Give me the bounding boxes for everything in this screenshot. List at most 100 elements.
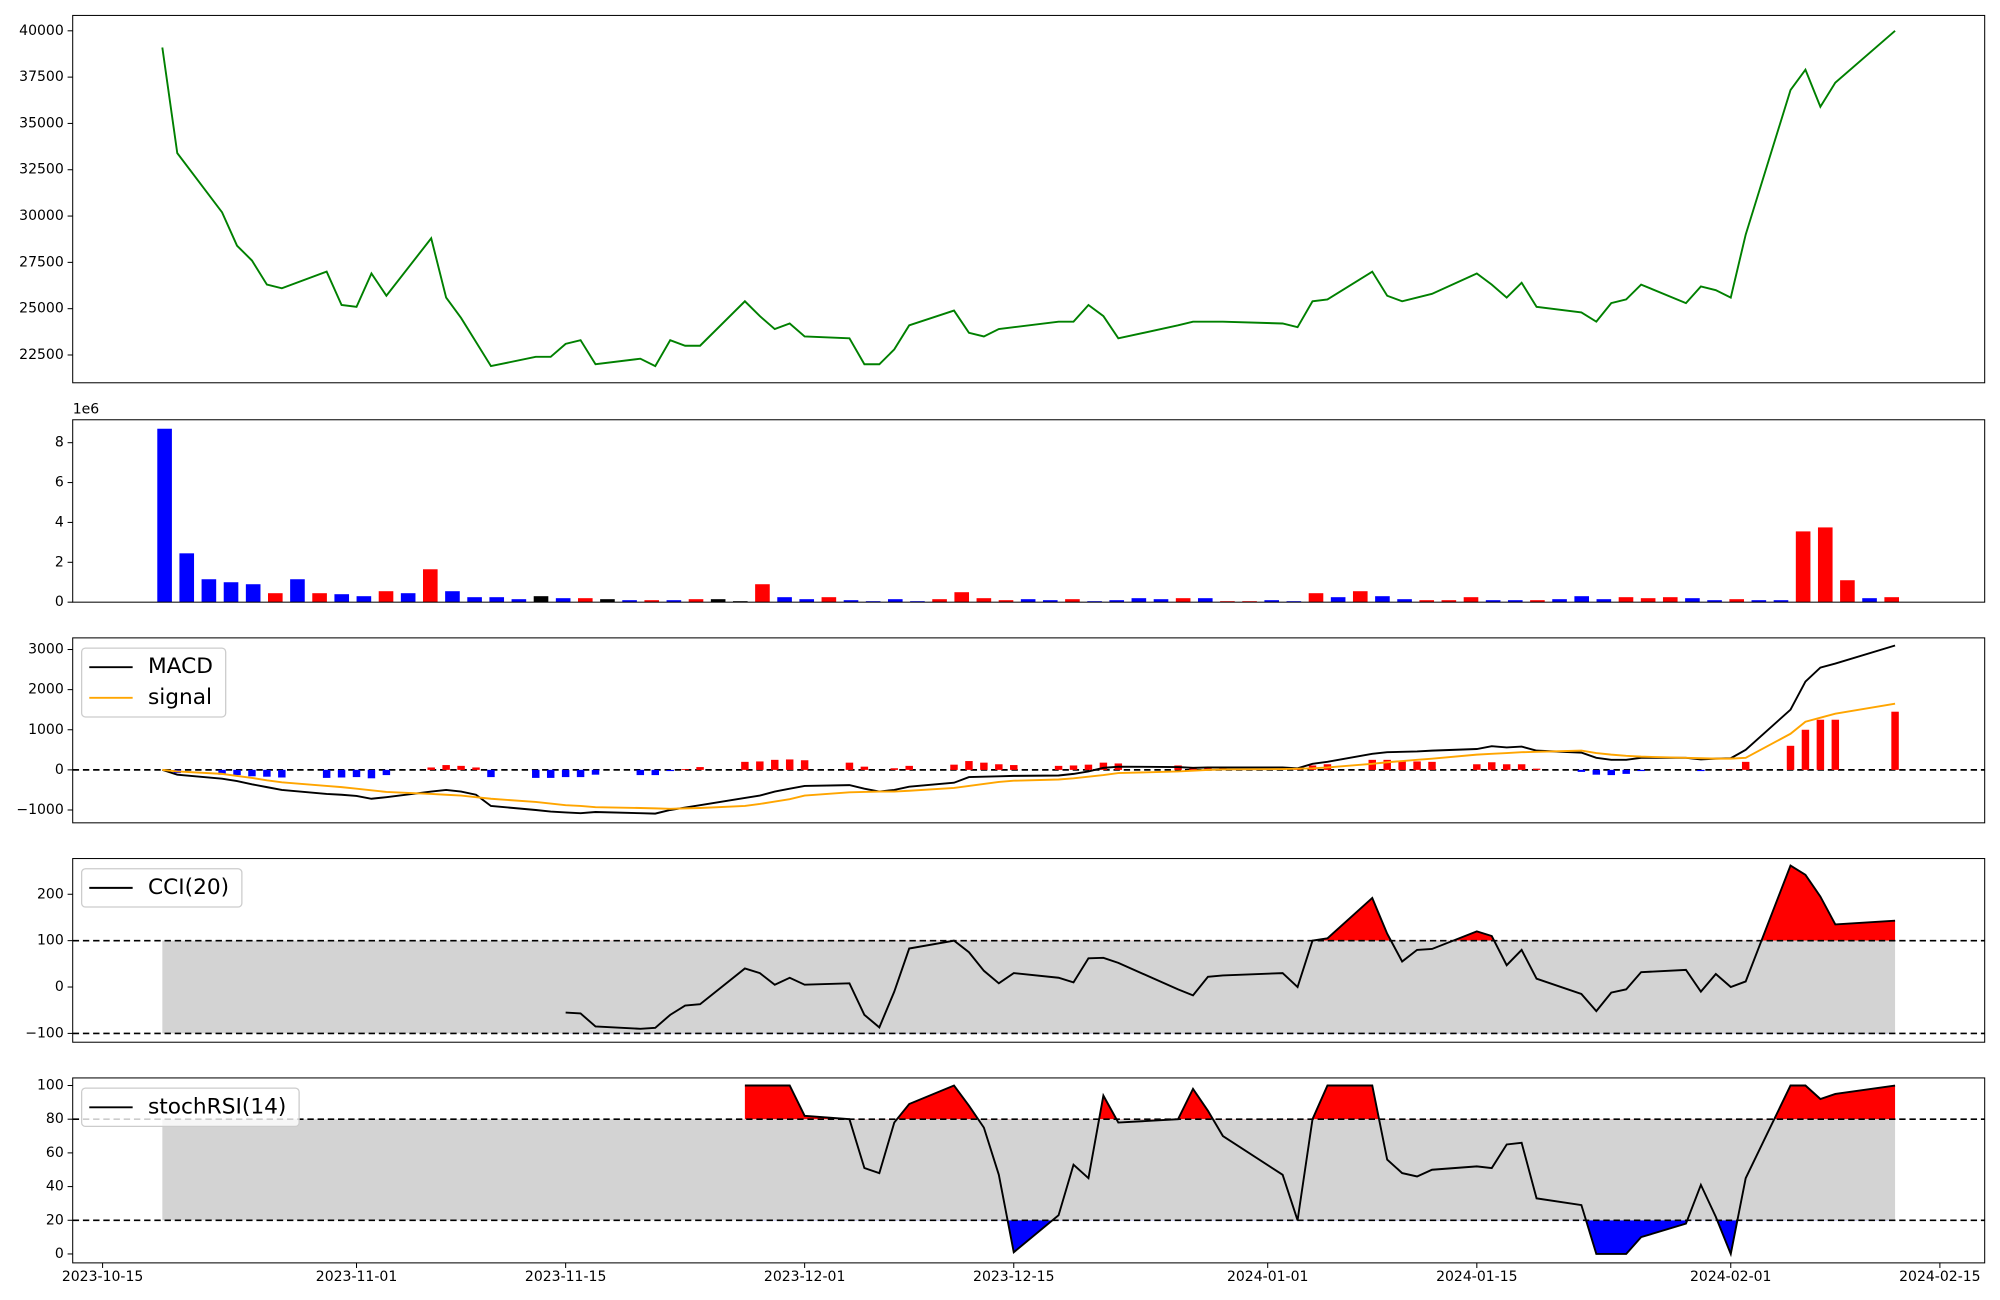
histogram-bar (1816, 719, 1825, 770)
histogram-bar (591, 769, 600, 775)
volume-bar (1685, 598, 1700, 603)
x-tick-label: 2023-11-15 (525, 1269, 606, 1285)
histogram-bar (1084, 764, 1093, 770)
volume-bar (245, 584, 261, 603)
volume-bar (1862, 598, 1877, 603)
histogram-bar (741, 761, 749, 770)
y-tick-label: 22500 (19, 347, 64, 363)
volume-bar (179, 553, 195, 603)
histogram-bar (1502, 764, 1511, 770)
y-tick-label: 100 (37, 1078, 64, 1094)
histogram-bar (696, 767, 704, 770)
axes-frame (72, 419, 1986, 603)
volume-bar (577, 598, 593, 603)
volume-bar (644, 600, 660, 603)
volume-bar (1397, 599, 1412, 603)
neutral-band (162, 1119, 1896, 1221)
histogram-bar (487, 769, 495, 778)
y-tick-label: 40000 (19, 23, 64, 39)
histogram-bar (860, 766, 869, 770)
x-tick-label: 2024-02-15 (1899, 1269, 1980, 1285)
volume-bar (777, 597, 792, 603)
volume-bar (334, 594, 350, 603)
volume-bar (1463, 597, 1479, 603)
volume-bar (1153, 599, 1169, 603)
volume-bar (356, 596, 372, 603)
y-tick-label: 1000 (28, 722, 64, 738)
histogram-bar (1368, 759, 1376, 770)
volume-bar (1662, 597, 1678, 603)
histogram-bar (800, 760, 809, 770)
y-tick-label: −100 (25, 1025, 64, 1041)
volume-bar (312, 593, 327, 603)
y-tick-label: 8 (55, 435, 64, 451)
volume-bar (887, 599, 903, 603)
histogram-bar (218, 769, 226, 775)
volume-bar (511, 599, 527, 603)
volume-bar (1042, 600, 1058, 603)
volume-bar (1264, 600, 1280, 603)
x-tick-label: 2023-11-01 (316, 1269, 397, 1285)
volume-bar (1640, 598, 1656, 603)
volume-bar (954, 592, 970, 603)
histogram-bar (1099, 762, 1108, 770)
histogram-bar (457, 765, 465, 770)
histogram-bar (785, 759, 794, 770)
volume-bar (533, 596, 549, 603)
x-tick-label: 2024-01-01 (1227, 1269, 1308, 1285)
y-tick-label: −1000 (16, 802, 63, 818)
x-tick-label: 2023-10-15 (62, 1269, 143, 1285)
histogram-bar (532, 769, 540, 778)
histogram-bar (965, 761, 973, 770)
volume-bar (666, 600, 682, 603)
histogram-bar (1204, 767, 1212, 770)
y-tick-label: 4 (55, 514, 64, 530)
legend-label: signal (148, 685, 212, 710)
volume-bar (1530, 600, 1545, 603)
histogram-bar (905, 765, 913, 770)
y-tick-label: 27500 (19, 254, 64, 270)
histogram-bar (1413, 761, 1421, 770)
histogram-bar (771, 759, 779, 770)
plot-area (72, 864, 1985, 1035)
histogram-bar (367, 769, 376, 779)
volume-bar (843, 600, 859, 603)
volume-bar (710, 599, 726, 603)
volume-bar (400, 593, 416, 603)
volume-bar (932, 599, 947, 603)
legend-label: CCI(20) (148, 875, 229, 900)
volume-bar (290, 579, 305, 603)
histogram-bar (561, 769, 570, 778)
volume-bar (157, 428, 172, 603)
histogram-bar (1622, 769, 1630, 774)
y-tick-label: 20 (46, 1212, 64, 1228)
histogram-bar (278, 769, 286, 778)
volume-bar (1441, 600, 1457, 603)
y-tick-label: 0 (55, 979, 64, 995)
volume-bar (1375, 596, 1390, 603)
histogram-bar (322, 769, 331, 778)
volume-bar (467, 597, 482, 603)
histogram-bar (337, 769, 346, 778)
histogram-bar (1891, 711, 1899, 770)
x-tick-label: 2023-12-01 (764, 1269, 845, 1285)
volume-bar (1773, 600, 1789, 603)
plot-area (157, 428, 1900, 603)
histogram-bar (1383, 759, 1391, 770)
volume-bar (1020, 599, 1036, 603)
volume-bar (1308, 593, 1324, 603)
y-tick-label: 37500 (19, 69, 64, 85)
histogram-bar (263, 769, 271, 777)
volume-bar (201, 579, 217, 603)
volume-bar (1596, 599, 1612, 603)
overbought-fill (744, 1085, 1896, 1120)
histogram-bar (1577, 769, 1586, 772)
x-tick-label: 2024-02-01 (1690, 1269, 1771, 1285)
volume-bar (688, 599, 704, 603)
axes-frame (72, 858, 1986, 1043)
histogram-bar (1398, 760, 1406, 770)
histogram-bar (666, 769, 674, 772)
axes-frame (72, 14, 1986, 384)
volume-bar (1175, 598, 1191, 603)
volume-bar (1795, 531, 1811, 603)
